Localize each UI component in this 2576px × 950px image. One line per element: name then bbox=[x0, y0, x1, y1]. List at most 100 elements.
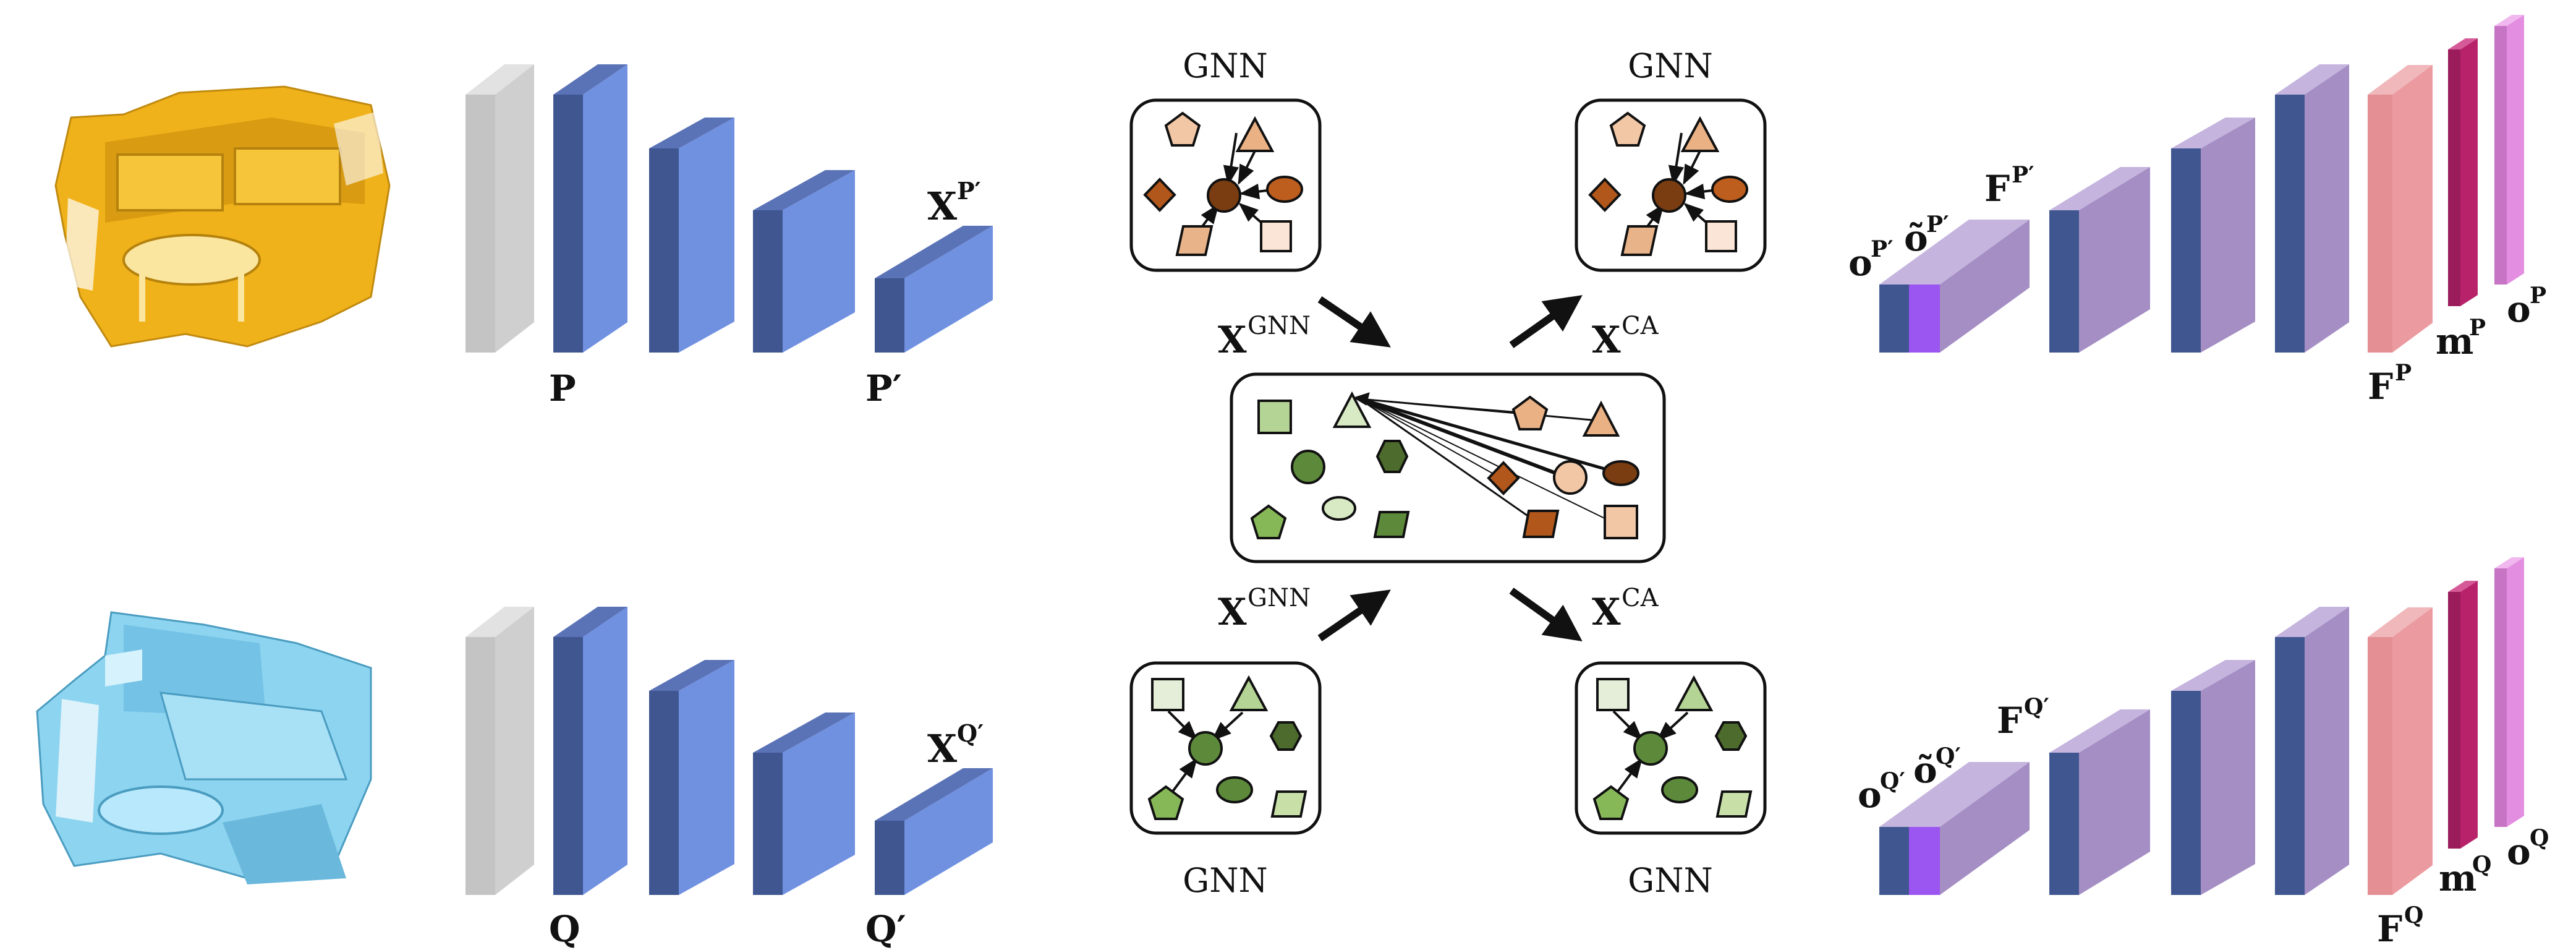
triangle-node bbox=[1674, 675, 1714, 711]
label-F-Q-prime-base: F bbox=[1997, 700, 2022, 742]
label-F-Q-prime: F Q′ bbox=[1997, 694, 2049, 742]
hexagon-node bbox=[1269, 721, 1303, 751]
label-F-Q-sup: Q bbox=[2404, 902, 2423, 928]
label-F-P-prime-base: F bbox=[1984, 168, 2010, 210]
label-F-Q-base: F bbox=[2377, 908, 2402, 950]
label-o-Q-base: o bbox=[2507, 831, 2531, 873]
square-node bbox=[1705, 220, 1737, 252]
label-m-P: m P bbox=[2436, 315, 2486, 362]
decoder-P-feature-block bbox=[1879, 220, 2030, 353]
encoder-P-layer-2 bbox=[649, 118, 734, 353]
pentagon-node bbox=[1592, 785, 1630, 820]
attention-edges bbox=[1353, 392, 1620, 524]
label-F-Q: F Q bbox=[2377, 902, 2423, 950]
gnn-label-bottom-left: GNN bbox=[1183, 861, 1268, 900]
decoder-Q-layer-3 bbox=[2275, 607, 2349, 895]
label-o-P: o P bbox=[2507, 283, 2546, 330]
label-F-P-sup: P bbox=[2395, 360, 2412, 386]
label-o-P-prime: o P′ bbox=[1848, 236, 1894, 284]
center-node bbox=[1207, 178, 1241, 213]
label-X-P-prime-base: X bbox=[927, 184, 958, 229]
gnn-box-top-left bbox=[1129, 98, 1322, 272]
diamond-node bbox=[1588, 178, 1622, 212]
decoder-Q-m-Q-block bbox=[2448, 581, 2478, 849]
cross-attention-box bbox=[1230, 372, 1666, 563]
center-node bbox=[1188, 731, 1223, 766]
label-o-tilde-P-prime: õ P′ bbox=[1904, 212, 1949, 259]
decoder-P-layer-2 bbox=[2171, 118, 2255, 353]
label-F-P-prime-sup: P′ bbox=[2012, 162, 2034, 188]
gnn-label-bottom-right: GNN bbox=[1628, 861, 1713, 900]
hexagon-node bbox=[1375, 440, 1409, 473]
gnn-box-bottom-left bbox=[1129, 661, 1322, 835]
decoder-Q-F-Q-block bbox=[2368, 607, 2433, 895]
pentagon-node bbox=[1609, 111, 1646, 147]
encoder-Q-layers bbox=[465, 607, 993, 895]
label-X-Q-prime-sup: Q′ bbox=[957, 719, 984, 747]
label-F-P: F P bbox=[2368, 360, 2412, 408]
square-node bbox=[1604, 505, 1638, 539]
label-X-P-prime-sup: P′ bbox=[957, 177, 981, 205]
label-o-Q-prime: o Q′ bbox=[1858, 768, 1905, 816]
square-node bbox=[1260, 220, 1292, 252]
label-o-P-prime-sup: P′ bbox=[1871, 236, 1894, 262]
label-X-GNN-bottom-sup: GNN bbox=[1248, 584, 1311, 612]
label-o-P-base: o bbox=[2507, 288, 2531, 330]
arrow-gnn-bottom-to-center bbox=[1317, 589, 1391, 641]
gnn-box-top-right bbox=[1575, 98, 1767, 272]
point-cloud-P-image bbox=[54, 85, 391, 348]
label-X-CA-bottom-base: X bbox=[1592, 591, 1621, 634]
label-o-P-prime-base: o bbox=[1848, 242, 1872, 284]
gnn-box-bottom-right bbox=[1575, 661, 1767, 835]
gnn-label-top-right: GNN bbox=[1628, 46, 1713, 85]
pentagon-node bbox=[1511, 395, 1549, 430]
triangle-node bbox=[1582, 400, 1620, 437]
decoder-Q-o-Q-block bbox=[2494, 557, 2524, 827]
label-o-P-sup: P bbox=[2530, 283, 2546, 309]
label-o-tilde-Q-prime-sup: Q′ bbox=[1936, 743, 1961, 769]
label-F-Q-prime-sup: Q′ bbox=[2024, 694, 2049, 720]
label-o-Q-sup: Q bbox=[2530, 825, 2549, 851]
label-X-P-prime: X P′ bbox=[927, 177, 981, 229]
ellipse-node bbox=[1322, 496, 1356, 521]
label-F-P-prime: F P′ bbox=[1984, 162, 2034, 210]
center-node bbox=[1633, 731, 1668, 766]
flow-arrows bbox=[1317, 295, 1583, 641]
decoder-Q-layers bbox=[1879, 557, 2524, 895]
triangle-node bbox=[1332, 391, 1372, 428]
encoder-P-layer-3 bbox=[753, 170, 855, 353]
parallelogram-node bbox=[1522, 510, 1560, 538]
gnn-label-top-left: GNN bbox=[1183, 46, 1268, 85]
label-X-GNN-top-base: X bbox=[1218, 319, 1247, 362]
decoder-Q-layer-2 bbox=[2171, 660, 2255, 895]
label-X-Q-prime-base: X bbox=[927, 726, 958, 771]
encoder-Q-layer-3 bbox=[753, 712, 855, 895]
label-Q: Q bbox=[549, 908, 580, 950]
encoder-P-layer-1 bbox=[553, 64, 627, 353]
point-cloud-Q-image bbox=[36, 611, 372, 884]
label-F-P-base: F bbox=[2368, 366, 2393, 408]
label-o-tilde-Q-prime: õ Q′ bbox=[1913, 743, 1961, 791]
ellipse-node bbox=[1661, 776, 1698, 803]
ellipse-node bbox=[1266, 176, 1303, 203]
decoder-Q-layer-1 bbox=[2049, 709, 2150, 895]
label-X-GNN-top: X GNN bbox=[1218, 312, 1311, 362]
decoder-P-F-P-block bbox=[2368, 65, 2433, 353]
decoder-P-o-P-block bbox=[2494, 15, 2524, 285]
decoder-P-layers bbox=[1879, 15, 2524, 353]
label-X-GNN-top-sup: GNN bbox=[1248, 312, 1311, 340]
label-X-CA-top: X CA bbox=[1592, 312, 1659, 362]
encoder-P-layer-4 bbox=[875, 226, 993, 353]
circle-node bbox=[1553, 460, 1588, 495]
label-X-CA-top-base: X bbox=[1592, 319, 1621, 362]
label-P-prime: P′ bbox=[865, 367, 902, 409]
ellipse-node bbox=[1216, 776, 1253, 803]
label-X-CA-bottom-sup: CA bbox=[1622, 584, 1659, 612]
square-node bbox=[1596, 678, 1630, 711]
circle-node bbox=[1291, 450, 1325, 484]
square-node bbox=[1151, 678, 1184, 711]
label-m-Q: m Q bbox=[2439, 852, 2491, 899]
square-node bbox=[1257, 400, 1292, 434]
decoder-P-layer-3 bbox=[2275, 64, 2349, 353]
